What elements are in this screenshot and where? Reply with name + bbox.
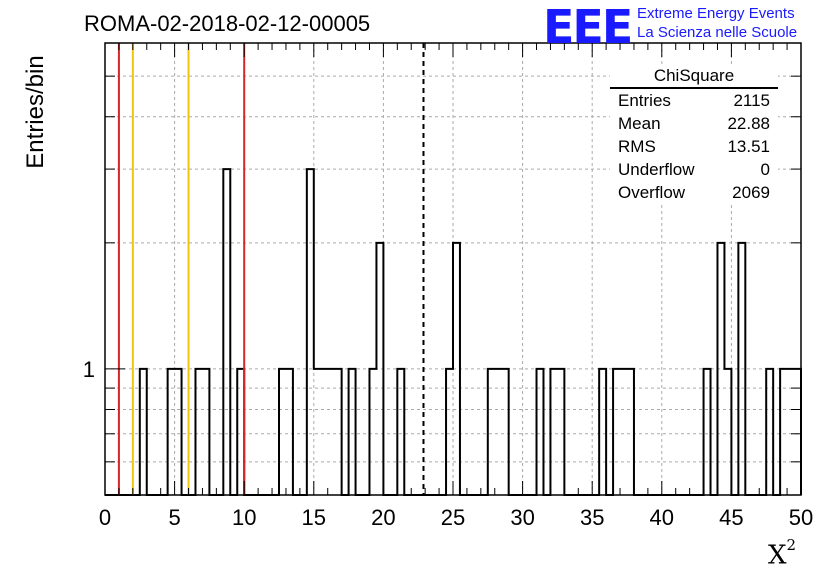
- x-tick-label: 45: [719, 505, 743, 530]
- histogram-bin: [286, 369, 293, 495]
- histogram-bin: [397, 369, 404, 495]
- x-tick-label: 35: [580, 505, 604, 530]
- stats-label: RMS: [618, 137, 656, 156]
- y-axis-label: Entries/bin: [22, 55, 49, 169]
- histogram-bin: [446, 369, 453, 495]
- histogram-bin: [237, 369, 244, 495]
- stats-value: 2069: [732, 183, 770, 202]
- histogram-bin: [502, 369, 509, 495]
- x-tick-label: 0: [99, 505, 111, 530]
- histogram-bin: [335, 369, 342, 495]
- x-tick-label: 5: [168, 505, 180, 530]
- stats-label: Overflow: [618, 183, 686, 202]
- histogram-bin: [704, 369, 711, 495]
- histogram-bin: [780, 369, 787, 495]
- histogram-bin: [766, 369, 773, 495]
- histogram-bin: [140, 369, 147, 495]
- stats-box: ChiSquare Entries 2115 Mean 22.88 RMS 13.51…: [610, 66, 778, 204]
- histogram-bin: [168, 369, 175, 495]
- histogram-bin: [537, 369, 544, 495]
- logo-line-1: Extreme Energy Events: [637, 5, 795, 22]
- histogram-bin: [202, 369, 209, 495]
- histogram-bin: [279, 369, 286, 495]
- stats-row: Overflow 2069: [610, 181, 778, 204]
- histogram-bin: [328, 369, 335, 495]
- histogram-bin: [738, 243, 745, 495]
- stats-title: ChiSquare: [610, 66, 778, 89]
- histogram-outline: [105, 168, 802, 496]
- stats-row: RMS 13.51: [610, 135, 778, 158]
- histogram-bin: [613, 369, 620, 495]
- histogram-bin: [307, 169, 314, 495]
- histogram: [105, 168, 802, 496]
- histogram-bin: [550, 369, 557, 495]
- histogram-bin: [488, 369, 495, 495]
- logo-line-2: La Scienza nelle Scuole: [637, 24, 798, 41]
- histogram-bin: [321, 369, 328, 495]
- histogram-bin: [599, 369, 606, 495]
- axis-ticks: [104, 43, 802, 495]
- x-tick-label: 30: [510, 505, 534, 530]
- stats-row: Mean 22.88: [610, 112, 778, 135]
- histogram-bin: [627, 369, 634, 495]
- histogram-bin: [495, 369, 502, 495]
- histogram-bin: [369, 369, 376, 495]
- stats-row: Entries 2115: [610, 89, 778, 112]
- stats-row: Underflow 0: [610, 158, 778, 181]
- histogram-bin: [195, 369, 202, 495]
- chart-title: ROMA-02-2018-02-12-00005: [84, 11, 371, 36]
- histogram-bin: [314, 369, 321, 495]
- reference-lines: [117, 43, 425, 495]
- y-tick-label: 1: [83, 357, 95, 382]
- stats-value: 2115: [733, 91, 770, 110]
- x-tick-label: 15: [302, 505, 326, 530]
- stats-value: 22.88: [727, 114, 770, 133]
- histogram-bin: [620, 369, 627, 495]
- stats-value: 0: [760, 160, 770, 179]
- histogram-bin: [453, 243, 460, 495]
- x-axis-label-sup: 2: [786, 536, 797, 554]
- stats-label: Underflow: [618, 160, 695, 179]
- histogram-bin: [724, 369, 731, 495]
- x-axis-label: X2: [768, 536, 796, 571]
- x-tick-label: 25: [441, 505, 465, 530]
- axis-tick-labels: 0 5 10 15 20 25 30 35 40 45 50 1: [83, 357, 813, 530]
- eee-logo: EEE: [543, 0, 633, 54]
- stats-label: Entries: [618, 91, 671, 110]
- histogram-bin: [376, 243, 383, 495]
- x-tick-label: 20: [371, 505, 395, 530]
- histogram-bin: [557, 369, 564, 495]
- x-tick-label: 40: [650, 505, 674, 530]
- stats-value: 13.51: [727, 137, 770, 156]
- histogram-bin: [349, 369, 356, 495]
- histogram-bin: [223, 169, 230, 495]
- stats-label: Mean: [618, 114, 661, 133]
- histogram-bin: [175, 369, 182, 495]
- histogram-bin: [717, 243, 724, 495]
- x-tick-label: 10: [232, 505, 256, 530]
- x-tick-label: 50: [789, 505, 813, 530]
- x-axis-label-base: X: [768, 540, 787, 571]
